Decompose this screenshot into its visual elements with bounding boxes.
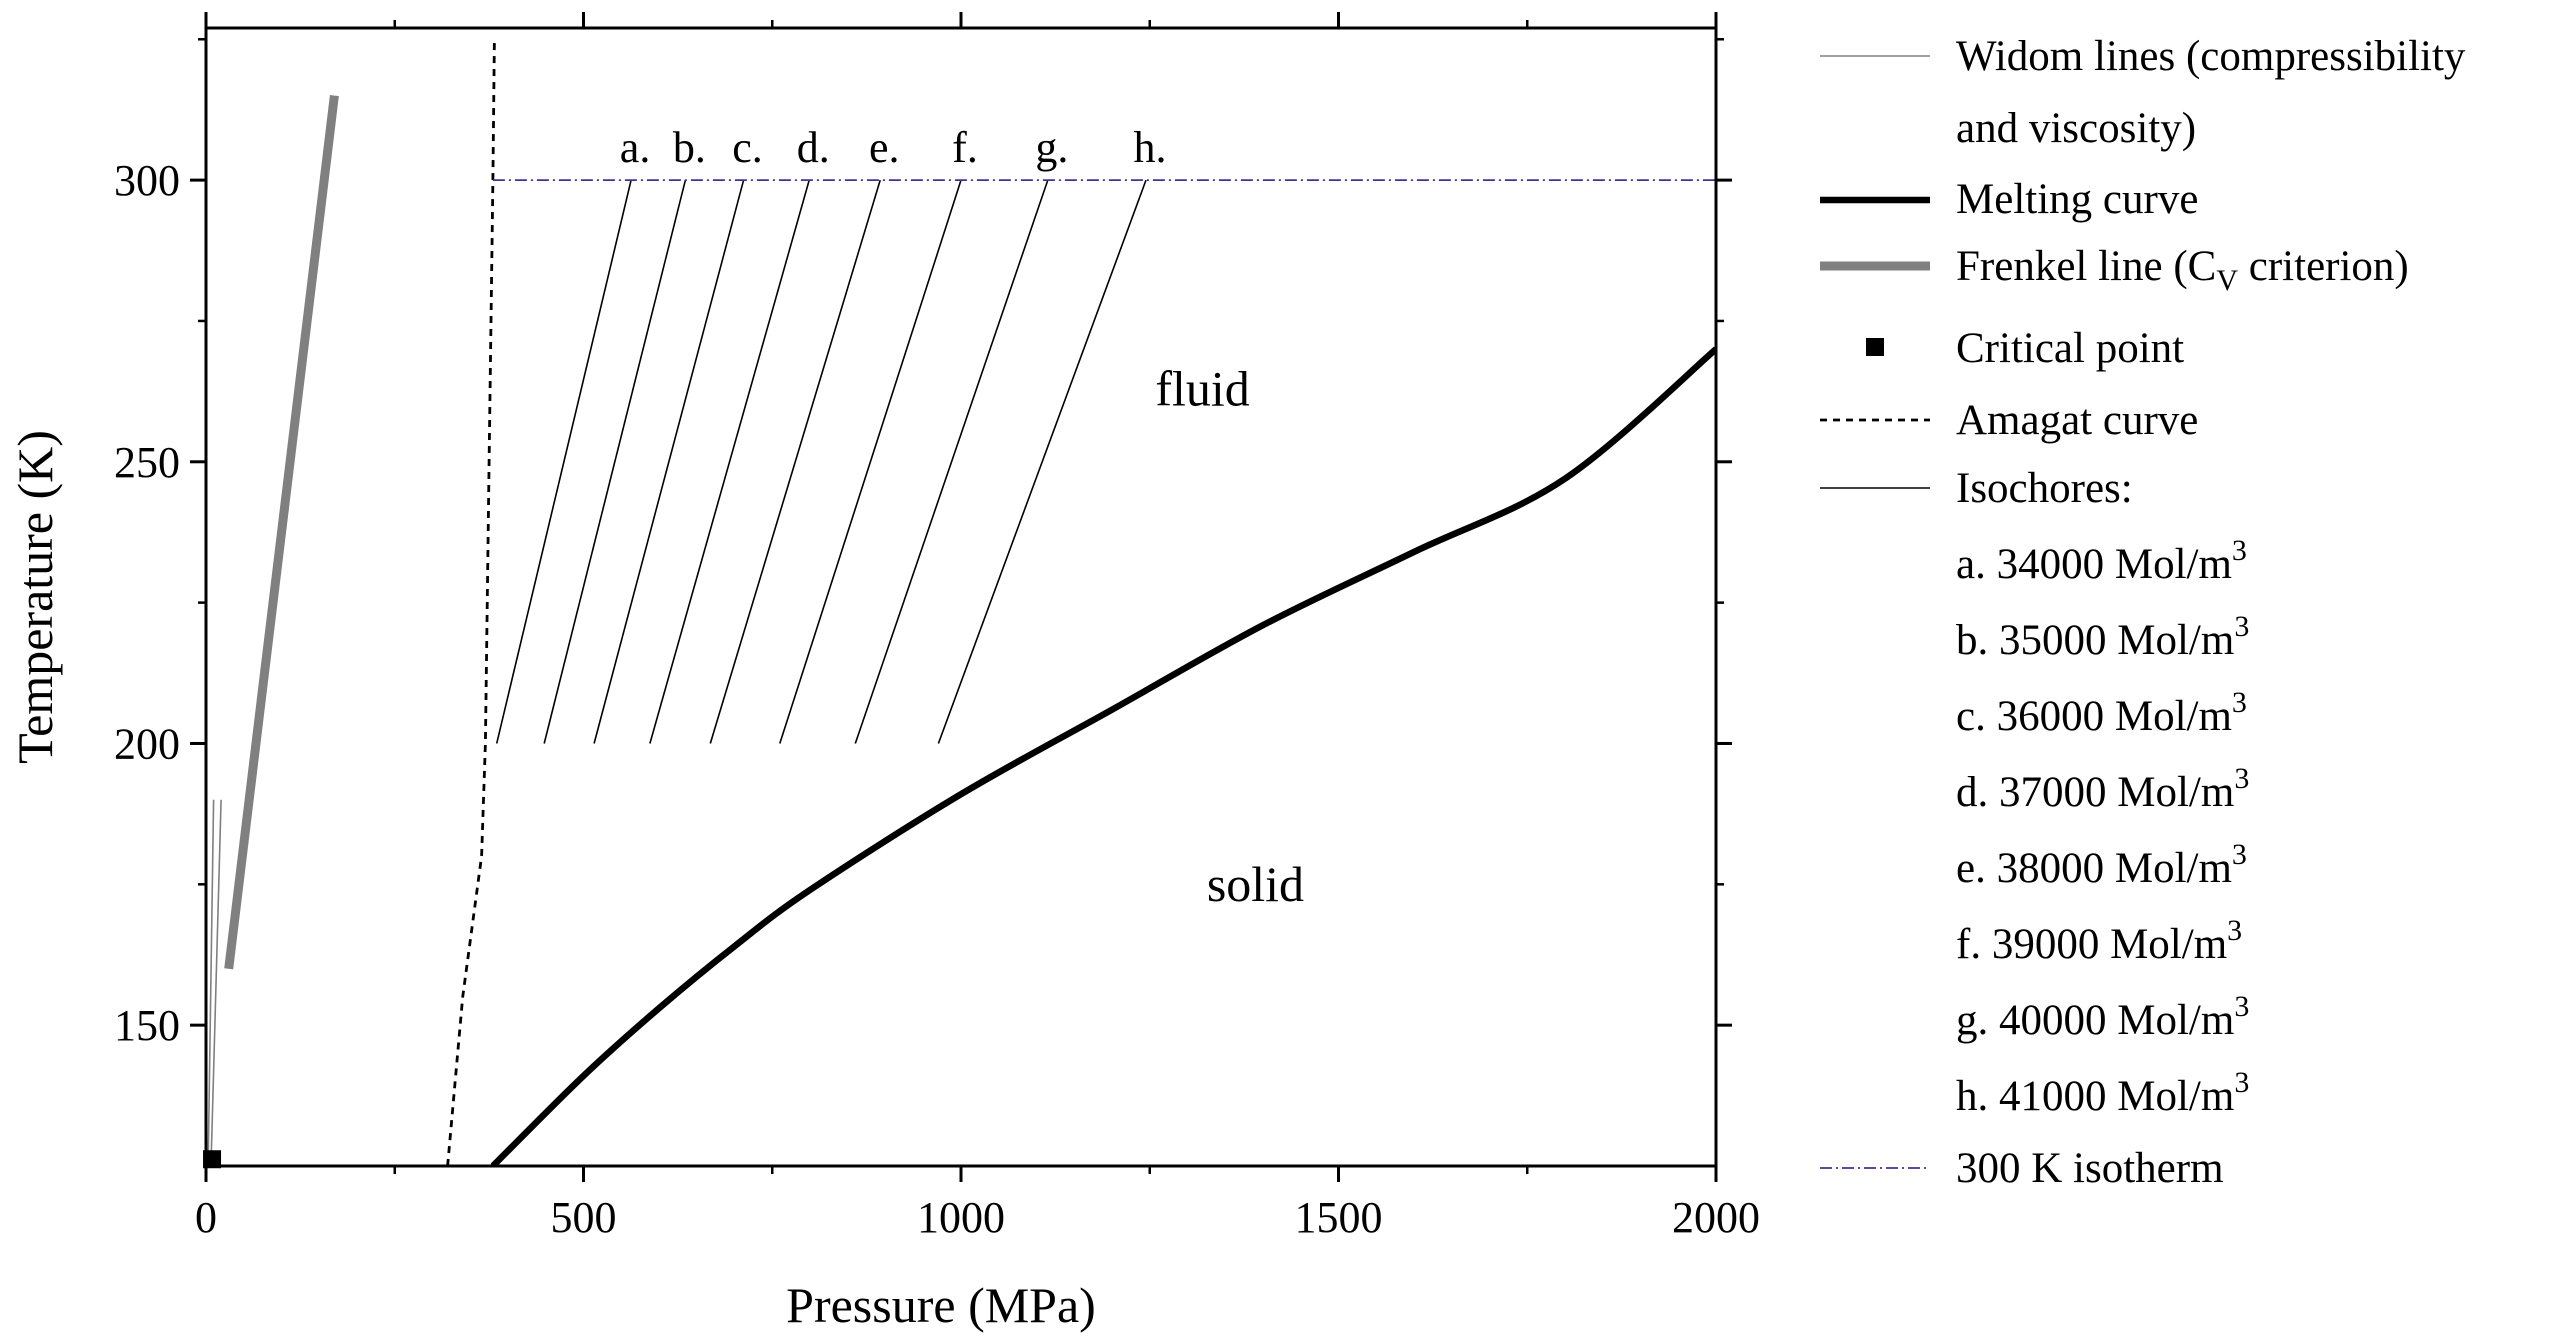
legend-label-isotherm: 300 K isotherm [1956, 1145, 2224, 1192]
legend-label-widom-cont: and viscosity) [1956, 105, 2196, 152]
x-axis-label: Pressure (MPa) [786, 1277, 1096, 1333]
legend: Widom lines (compressibility and viscosit… [1820, 33, 2466, 1192]
amagat-curve [446, 39, 496, 1166]
y-axis-label: Temperature (K) [7, 430, 63, 764]
plot-area: a. b. c. d. e. f. g. h. fluid solid [203, 39, 1716, 1169]
x-tick-label: 500 [551, 1193, 617, 1242]
isochore-g [854, 179, 1049, 744]
isochore-b [543, 179, 687, 744]
legend-label-melting: Melting curve [1956, 176, 2198, 223]
axes: 0 500 1000 1500 2000 150 200 250 300 Pressure (MP… [7, 12, 1760, 1333]
isochore-f [779, 179, 962, 744]
region-label-fluid: fluid [1155, 360, 1249, 416]
axes-frame [204, 26, 1718, 1168]
legend-label-isochore-d: d. 37000 Mol/m3 [1956, 762, 2249, 816]
legend-label-isochore-a: a. 34000 Mol/m3 [1956, 534, 2247, 588]
y-tick-label: 300 [114, 156, 180, 205]
legend-label-critical: Critical point [1956, 325, 2184, 372]
isochore-label-a: a. [620, 123, 651, 172]
isochore-c [593, 179, 745, 744]
isochore-label-c: c. [732, 123, 763, 172]
y-tick-label: 150 [114, 1001, 180, 1050]
x-tick-label: 0 [195, 1193, 217, 1242]
legend-label-isochore-h: h. 41000 Mol/m3 [1956, 1066, 2249, 1120]
isochore-label-b: b. [673, 123, 706, 172]
isochore-d [649, 179, 810, 744]
legend-label-isochore-b: b. 35000 Mol/m3 [1956, 610, 2249, 664]
legend-label-isochore-c: c. 36000 Mol/m3 [1956, 686, 2247, 740]
isochore-label-d: d. [797, 123, 830, 172]
x-tick-label: 1500 [1295, 1193, 1383, 1242]
legend-label-isochore-g: g. 40000 Mol/m3 [1956, 990, 2249, 1044]
critical-point-marker [203, 1150, 222, 1169]
frenkel-line [224, 95, 339, 970]
legend-label-widom: Widom lines (compressibility [1956, 33, 2466, 80]
melting-curve [490, 346, 1716, 1166]
region-label-solid: solid [1207, 856, 1304, 912]
isochore-label-f: f. [952, 123, 978, 172]
y-tick-label: 250 [114, 438, 180, 487]
legend-label-amagat: Amagat curve [1956, 397, 2198, 444]
isochore-h [937, 179, 1147, 744]
legend-label-isochore-e: e. 38000 Mol/m3 [1956, 838, 2247, 892]
legend-label-isochore-f: f. 39000 Mol/m3 [1956, 914, 2242, 968]
legend-label-frenkel: Frenkel line (CV criterion) [1956, 243, 2409, 297]
widom-line-1 [207, 799, 215, 1155]
y-tick-label: 200 [114, 719, 180, 768]
isochore-e [709, 179, 881, 744]
x-tick-label: 2000 [1672, 1193, 1760, 1242]
isochore-a [495, 179, 632, 744]
isochore-label-h: h. [1133, 123, 1166, 172]
legend-swatch-critical [1866, 338, 1884, 356]
isochore-label-e: e. [869, 123, 900, 172]
x-tick-label: 1000 [917, 1193, 1005, 1242]
isochore-label-g: g. [1035, 123, 1068, 172]
legend-label-isochores: Isochores: [1956, 465, 2133, 512]
widom-line-2 [210, 799, 222, 1155]
